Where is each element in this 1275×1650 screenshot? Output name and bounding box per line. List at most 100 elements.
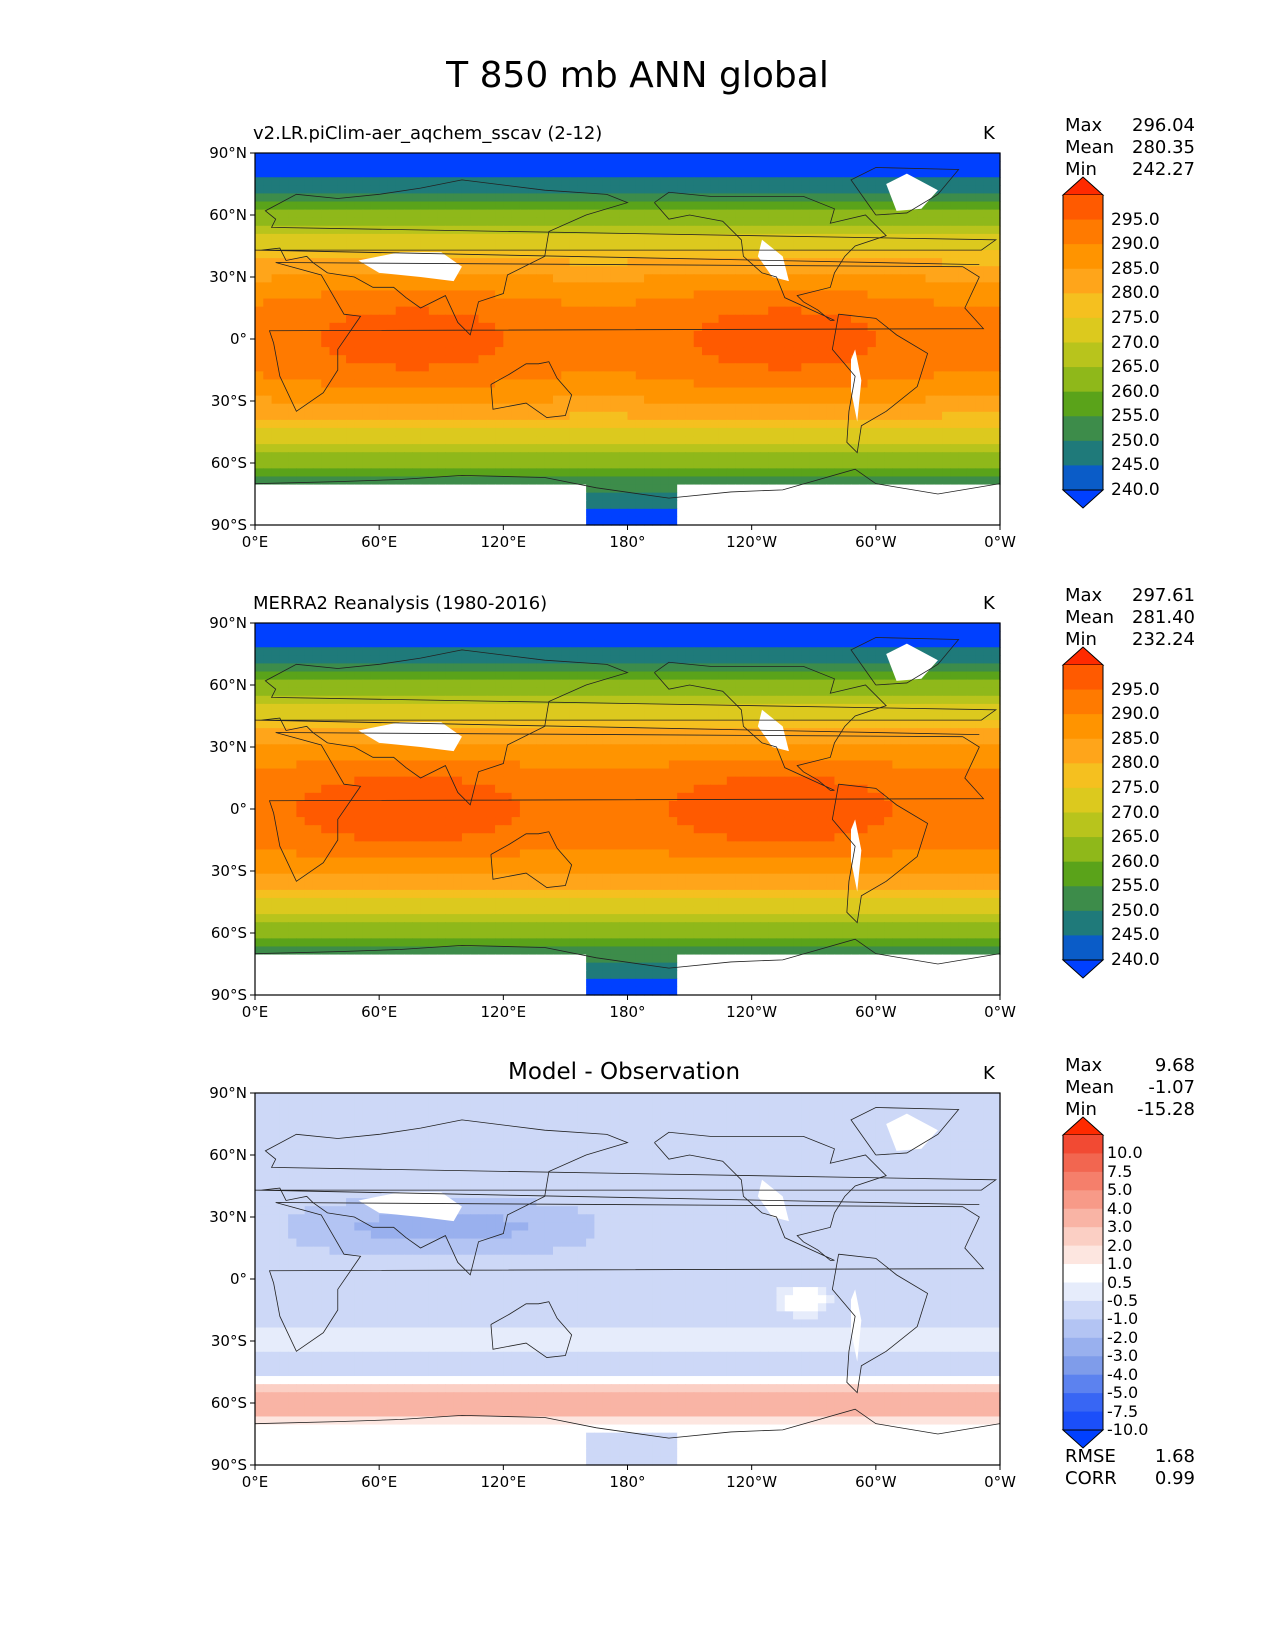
field-cell bbox=[478, 169, 488, 178]
field-cell bbox=[255, 492, 264, 502]
field-cell bbox=[495, 655, 504, 665]
field-cell bbox=[925, 427, 935, 437]
field-cell bbox=[751, 193, 761, 203]
field-cell bbox=[892, 314, 902, 324]
field-cell bbox=[751, 233, 761, 243]
field-cell bbox=[346, 161, 355, 170]
field-cell bbox=[908, 476, 918, 486]
field-cell bbox=[718, 663, 728, 673]
field-cell bbox=[718, 419, 728, 429]
field-cell bbox=[354, 419, 364, 429]
field-cell bbox=[503, 460, 513, 469]
field-cell bbox=[569, 476, 579, 486]
field-cell bbox=[263, 468, 273, 478]
field-cell bbox=[420, 403, 430, 413]
field-cell bbox=[296, 687, 306, 697]
field-cell bbox=[735, 169, 744, 178]
field-cell bbox=[561, 363, 571, 372]
field-cell bbox=[561, 484, 571, 494]
field-cell bbox=[908, 209, 918, 219]
field-cell bbox=[329, 444, 339, 453]
field-cell bbox=[966, 679, 976, 689]
field-cell bbox=[255, 290, 264, 300]
field-cell bbox=[991, 298, 1001, 308]
field-cell bbox=[826, 161, 836, 170]
field-cell bbox=[387, 387, 397, 397]
field-cell bbox=[503, 516, 513, 526]
field-cell bbox=[619, 687, 629, 697]
field-cell bbox=[511, 241, 521, 251]
field-cell bbox=[726, 460, 736, 469]
field-cell bbox=[958, 177, 968, 186]
field-cell bbox=[975, 258, 985, 267]
field-cell bbox=[263, 322, 273, 332]
field-cell bbox=[925, 330, 935, 340]
field-cell bbox=[884, 427, 893, 437]
field-cell bbox=[445, 419, 455, 429]
field-cell bbox=[288, 274, 297, 283]
field-cell bbox=[312, 185, 322, 195]
field-cell bbox=[437, 314, 446, 324]
field-cell bbox=[337, 671, 347, 681]
field-cell bbox=[503, 177, 513, 186]
field-cell bbox=[975, 177, 985, 186]
field-cell bbox=[793, 427, 802, 437]
field-cell bbox=[511, 233, 521, 243]
field-cell bbox=[851, 411, 860, 421]
field-cell bbox=[817, 655, 827, 665]
field-cell bbox=[461, 655, 471, 665]
field-cell bbox=[826, 298, 836, 308]
field-cell bbox=[312, 411, 322, 421]
field-cell bbox=[917, 379, 927, 389]
field-cell bbox=[544, 452, 554, 461]
field-cell bbox=[536, 169, 546, 178]
field-cell bbox=[991, 266, 1001, 275]
field-cell bbox=[759, 476, 769, 486]
field-cell bbox=[553, 330, 562, 340]
field-cell bbox=[627, 655, 637, 665]
field-cell bbox=[428, 322, 438, 332]
field-cell bbox=[279, 379, 289, 389]
field-cell bbox=[329, 687, 339, 697]
field-cell bbox=[379, 484, 389, 494]
field-cell bbox=[776, 250, 786, 259]
field-cell bbox=[908, 282, 918, 292]
field-cell bbox=[553, 419, 562, 429]
field-cell bbox=[660, 492, 670, 502]
field-cell bbox=[519, 500, 529, 510]
field-cell bbox=[619, 623, 629, 632]
field-cell bbox=[288, 671, 297, 681]
field-cell bbox=[875, 153, 885, 162]
field-cell bbox=[776, 306, 786, 316]
field-cell bbox=[635, 250, 645, 259]
field-cell bbox=[561, 476, 571, 486]
field-cell bbox=[685, 233, 695, 243]
field-cell bbox=[528, 452, 538, 461]
field-cell bbox=[586, 427, 595, 437]
field-cell bbox=[793, 306, 802, 316]
field-cell bbox=[867, 671, 877, 681]
field-cell bbox=[892, 274, 902, 283]
field-cell bbox=[892, 363, 902, 372]
field-cell bbox=[702, 225, 711, 235]
field-cell bbox=[445, 282, 455, 292]
field-cell bbox=[801, 508, 811, 518]
field-cell bbox=[842, 395, 852, 405]
field-cell bbox=[321, 217, 331, 227]
field-cell bbox=[255, 516, 264, 526]
field-cell bbox=[553, 266, 562, 275]
masked-region bbox=[886, 173, 938, 211]
field-cell bbox=[759, 355, 769, 364]
field-cell bbox=[288, 679, 297, 689]
field-cell bbox=[851, 177, 860, 186]
field-cell bbox=[304, 250, 314, 259]
field-cell bbox=[668, 663, 678, 673]
field-cell bbox=[602, 161, 612, 170]
field-cell bbox=[718, 387, 728, 397]
field-cell bbox=[644, 492, 653, 502]
field-cell bbox=[834, 217, 844, 227]
field-cell bbox=[412, 436, 422, 445]
field-cell bbox=[743, 671, 753, 681]
field-cell bbox=[834, 655, 844, 665]
field-cell bbox=[644, 322, 653, 332]
